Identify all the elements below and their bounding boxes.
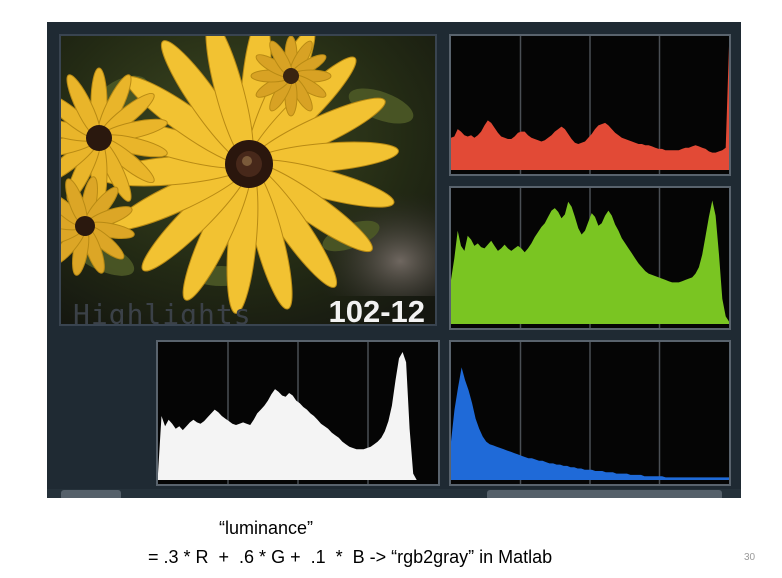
flower-photo — [61, 36, 435, 324]
photo-preview: Highlights 102-12 — [59, 34, 437, 326]
strip-ghost-left — [61, 490, 121, 498]
caption-luminance: “luminance” — [219, 518, 314, 538]
luminance-histogram-plot — [158, 342, 438, 484]
slide-page-number: 30 — [744, 552, 756, 563]
green-histogram-area — [451, 200, 729, 324]
red-histogram-plot — [451, 36, 729, 174]
green-histogram-plot — [451, 188, 729, 328]
green-histogram — [449, 186, 731, 330]
strip-ghost-right — [487, 490, 722, 498]
luminance-histogram — [156, 340, 440, 486]
frame-number: 102-12 — [328, 294, 425, 326]
blue-histogram-plot — [451, 342, 729, 484]
blue-histogram-area — [451, 367, 729, 480]
mode-label: Highlights — [73, 298, 252, 326]
camera-lcd-screen: Highlights 102-12 — [47, 22, 741, 498]
caption-formula: = .3 * R + .6 * G + .1 * B -> “rgb2gray”… — [148, 547, 553, 567]
blue-histogram — [449, 340, 731, 486]
luminance-histogram-area — [158, 352, 438, 480]
red-histogram-area — [451, 46, 729, 170]
red-histogram — [449, 34, 731, 176]
screen-bottom-strip — [47, 489, 741, 498]
